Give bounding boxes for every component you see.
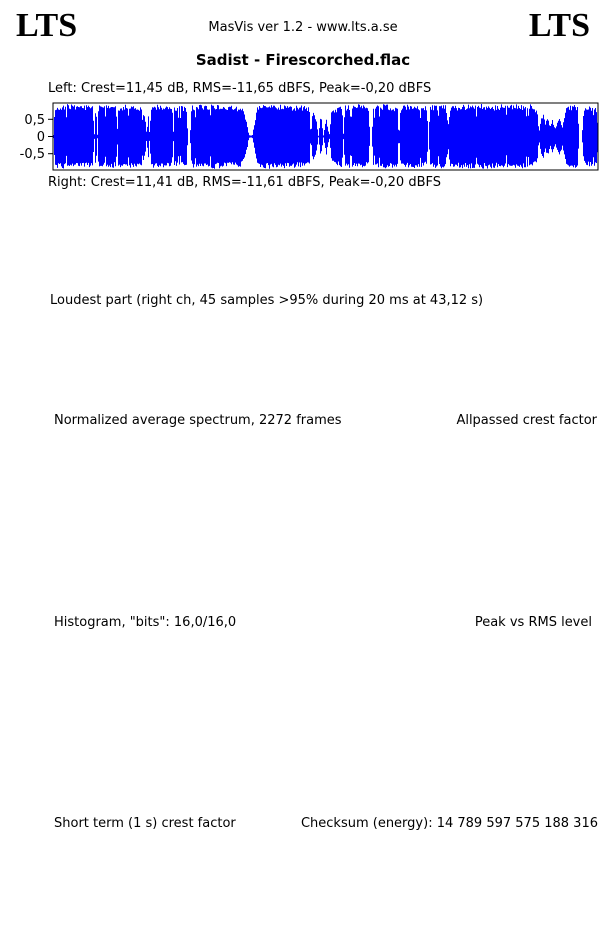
svg-text:0,5: 0,5 [24, 113, 45, 128]
peak-vs-rms-title: Peak vs RMS level [474, 615, 592, 630]
svg-text:-0,5: -0,5 [20, 147, 45, 162]
checksum-value: 14 789 597 575 188 316 [436, 816, 598, 831]
checksum-label: Checksum (energy): [300, 816, 433, 831]
logo-right: LTS [528, 7, 590, 44]
left-channel-stats-label: Left: Crest=11,45 dB, RMS=-11,65 dBFS, P… [48, 81, 432, 96]
app-title: MasVis ver 1.2 - www.lts.a.se [208, 20, 398, 35]
logo-left: LTS [16, 7, 78, 44]
allpassed-crest-title: Allpassed crest factor [456, 413, 597, 428]
checksum: Checksum (energy): 14 789 597 575 188 31… [238, 817, 598, 831]
svg-text:0: 0 [37, 130, 45, 145]
right-channel-stats-label: Right: Crest=11,41 dB, RMS=-11,61 dBFS, … [48, 175, 441, 190]
loudest-part-title: Loudest part (right ch, 45 samples >95% … [50, 293, 484, 308]
histogram-title: Histogram, "bits": 16,0/16,0 [54, 615, 237, 630]
file-title: Sadist - Firescorched.flac [195, 51, 411, 69]
short-term-crest-title: Short term (1 s) crest factor [54, 816, 236, 831]
spectrum-title: Normalized average spectrum, 2272 frames [54, 413, 342, 428]
